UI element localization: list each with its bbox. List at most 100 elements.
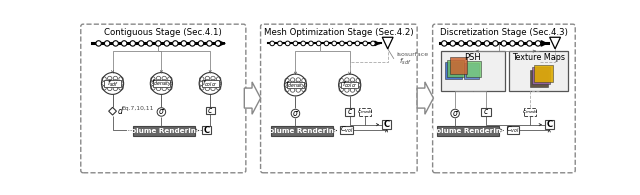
Text: isosurface: isosurface	[396, 52, 428, 57]
Circle shape	[501, 41, 507, 46]
FancyBboxPatch shape	[260, 24, 417, 173]
Circle shape	[156, 80, 161, 84]
Circle shape	[113, 76, 118, 81]
Text: PSH: PSH	[465, 53, 481, 62]
Circle shape	[211, 76, 215, 81]
Circle shape	[211, 80, 215, 84]
Circle shape	[291, 78, 295, 82]
Circle shape	[285, 78, 289, 83]
Circle shape	[147, 41, 152, 46]
Circle shape	[113, 80, 118, 84]
Bar	[340, 126, 353, 134]
Circle shape	[156, 41, 161, 46]
Circle shape	[162, 80, 166, 84]
Circle shape	[151, 81, 155, 86]
Circle shape	[450, 41, 456, 46]
Bar	[437, 126, 499, 136]
Circle shape	[345, 81, 349, 85]
Circle shape	[205, 83, 209, 87]
Circle shape	[308, 41, 313, 46]
Circle shape	[316, 41, 321, 46]
Circle shape	[356, 78, 360, 83]
Bar	[445, 62, 462, 79]
Bar	[132, 126, 195, 136]
Circle shape	[122, 41, 127, 46]
Circle shape	[332, 41, 337, 46]
Circle shape	[200, 86, 204, 90]
Circle shape	[151, 86, 155, 90]
Circle shape	[350, 85, 355, 89]
Bar	[104, 80, 121, 87]
Bar	[153, 80, 170, 87]
Circle shape	[168, 86, 172, 90]
Text: C: C	[204, 126, 210, 135]
Text: $f_{sdf}$: $f_{sdf}$	[399, 57, 411, 67]
Circle shape	[509, 41, 515, 46]
Circle shape	[518, 41, 524, 46]
Circle shape	[102, 77, 106, 81]
Circle shape	[216, 77, 221, 81]
Circle shape	[301, 41, 305, 46]
Circle shape	[350, 78, 355, 82]
Text: $C_{vol}$: $C_{vol}$	[506, 125, 520, 135]
Circle shape	[216, 81, 221, 86]
Text: $c_{mesh}$: $c_{mesh}$	[522, 108, 538, 116]
Text: $f_{sdf}$: $f_{sdf}$	[107, 78, 118, 89]
Circle shape	[113, 41, 118, 46]
Circle shape	[296, 85, 300, 89]
Circle shape	[285, 83, 289, 87]
Circle shape	[296, 88, 300, 92]
Circle shape	[119, 77, 123, 81]
Circle shape	[301, 87, 306, 92]
Circle shape	[164, 41, 170, 46]
Circle shape	[108, 86, 112, 91]
Circle shape	[356, 87, 360, 92]
Circle shape	[476, 41, 481, 46]
Text: $\sigma$: $\sigma$	[158, 107, 165, 116]
Text: d: d	[118, 107, 123, 116]
Bar	[532, 67, 550, 84]
Bar	[287, 82, 304, 89]
Text: $\sigma$: $\sigma$	[452, 109, 459, 118]
Bar	[202, 126, 211, 134]
Circle shape	[350, 88, 355, 92]
Text: Volume Rendering: Volume Rendering	[126, 128, 202, 134]
Circle shape	[296, 81, 300, 85]
Circle shape	[102, 86, 106, 90]
Circle shape	[285, 87, 289, 92]
Polygon shape	[382, 37, 393, 49]
Circle shape	[459, 41, 464, 46]
Circle shape	[350, 81, 355, 85]
Bar	[345, 108, 355, 116]
Circle shape	[285, 41, 290, 46]
Text: c: c	[208, 106, 212, 115]
Circle shape	[138, 41, 144, 46]
Circle shape	[157, 108, 166, 116]
Bar	[466, 61, 481, 76]
Circle shape	[200, 81, 204, 86]
Circle shape	[162, 83, 166, 87]
Circle shape	[296, 78, 300, 82]
Circle shape	[189, 41, 195, 46]
Circle shape	[216, 86, 221, 90]
Circle shape	[291, 81, 295, 85]
Text: C: C	[546, 120, 552, 129]
Bar	[382, 121, 391, 129]
Bar	[507, 126, 520, 134]
Circle shape	[535, 41, 541, 46]
Circle shape	[108, 83, 112, 87]
Bar	[524, 108, 536, 116]
Circle shape	[102, 81, 106, 86]
Circle shape	[119, 81, 123, 86]
Text: Volume Rendering: Volume Rendering	[264, 128, 339, 134]
Circle shape	[156, 86, 161, 91]
Text: $f_{density}$: $f_{density}$	[285, 79, 306, 91]
Circle shape	[156, 83, 161, 87]
Bar	[202, 80, 219, 87]
Polygon shape	[109, 107, 116, 115]
Circle shape	[484, 41, 490, 46]
Circle shape	[356, 83, 360, 87]
Circle shape	[324, 41, 329, 46]
Circle shape	[345, 88, 349, 92]
Circle shape	[345, 85, 349, 89]
